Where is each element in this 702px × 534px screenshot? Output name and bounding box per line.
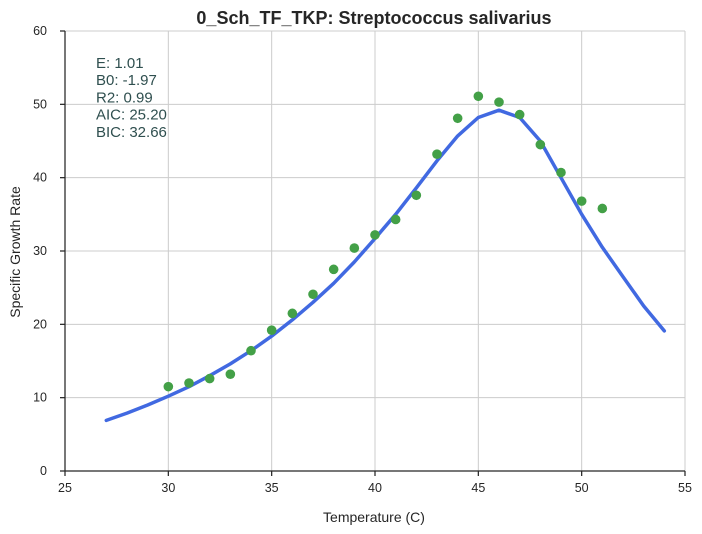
- fit-statistic: AIC: 25.20: [96, 107, 167, 124]
- data-point: [308, 289, 318, 300]
- x-tick-label: 45: [471, 481, 485, 495]
- y-tick-label: 30: [33, 244, 47, 258]
- y-tick-label: 60: [33, 24, 47, 38]
- data-point: [246, 345, 256, 356]
- data-point: [576, 196, 587, 206]
- x-tick-label: 30: [161, 481, 175, 495]
- fitted-curve: [104, 108, 667, 423]
- data-point: [556, 167, 566, 178]
- y-tick-label: 20: [33, 317, 47, 331]
- y-tick-label: 50: [33, 97, 47, 111]
- x-tick-label: 50: [575, 481, 589, 495]
- data-point: [411, 190, 422, 201]
- data-point: [225, 369, 236, 380]
- x-tick-label: 40: [368, 481, 382, 495]
- data-point: [390, 214, 401, 225]
- data-point: [163, 381, 174, 392]
- data-point: [349, 243, 360, 253]
- grid: [65, 30, 686, 471]
- chart-title: 0_Sch_TF_TKP: Streptococcus salivarius: [196, 8, 551, 28]
- x-tick-label: 25: [58, 481, 72, 495]
- data-point: [287, 308, 298, 319]
- plot-area: [104, 91, 667, 423]
- data-point: [473, 91, 484, 102]
- x-axis-label: Temperature (C): [323, 509, 425, 525]
- y-tick-label: 0: [40, 464, 47, 478]
- fit-statistic: R2: 0.99: [96, 89, 153, 106]
- fit-statistic: E: 1.01: [96, 55, 144, 72]
- data-point: [514, 109, 525, 120]
- data-point: [328, 264, 339, 275]
- data-point: [432, 149, 442, 159]
- y-axis-label: Specific Growth Rate: [7, 186, 23, 318]
- axes: 25 30 35 40 45 50 55 0 10 20 30 40 50 60: [33, 24, 692, 495]
- x-tick-label: 35: [265, 481, 279, 495]
- data-point: [535, 139, 546, 150]
- data-point: [266, 325, 277, 336]
- y-tick-label: 10: [33, 391, 47, 405]
- data-point: [204, 373, 215, 384]
- fit-statistic: BIC: 32.66: [96, 124, 167, 141]
- x-tick-label: 55: [678, 481, 692, 495]
- data-point: [184, 378, 194, 388]
- data-point: [370, 230, 380, 240]
- data-point: [597, 203, 608, 214]
- y-tick-label: 40: [33, 171, 47, 185]
- data-point: [494, 97, 504, 107]
- data-point: [452, 113, 463, 124]
- fit-statistic: B0: -1.97: [96, 72, 157, 89]
